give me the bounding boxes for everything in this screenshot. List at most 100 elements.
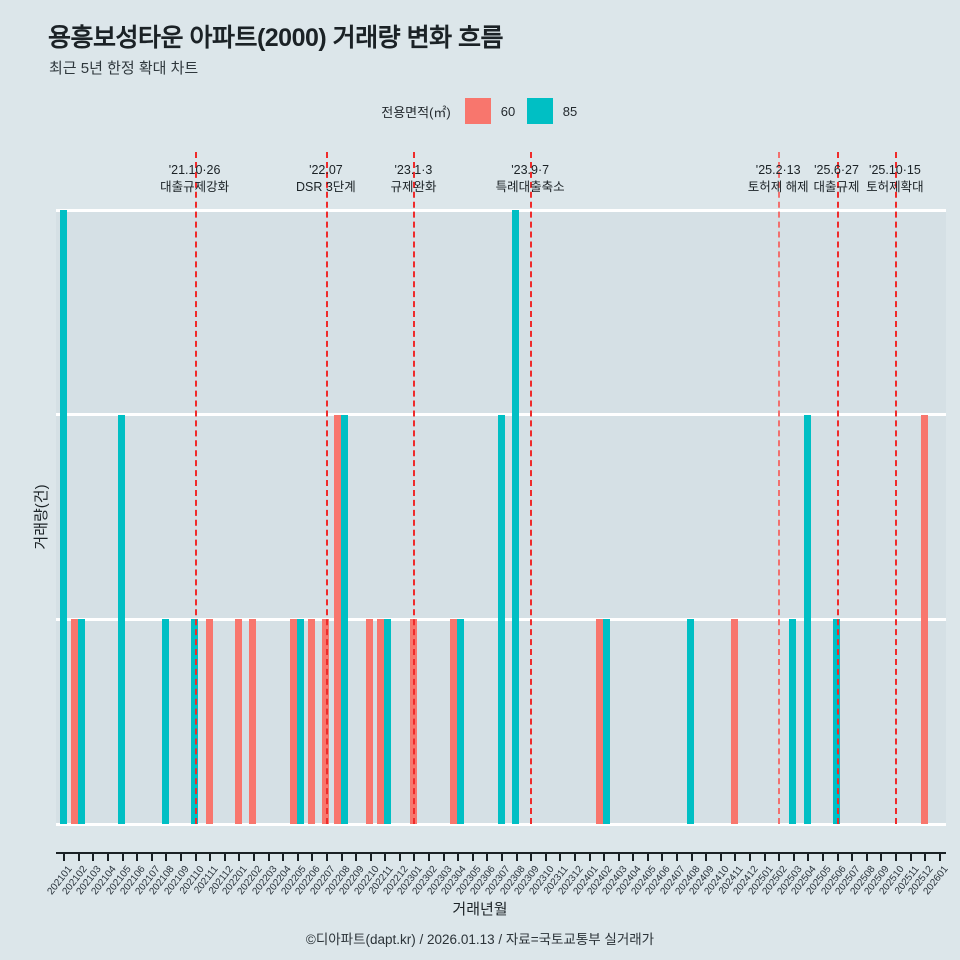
x-tick <box>413 852 416 861</box>
bar-60-202206 <box>307 619 315 824</box>
annotation-date: '21.10·26 <box>168 163 221 177</box>
x-axis-label: 거래년월 <box>452 901 508 918</box>
bar-85-202211 <box>384 619 392 824</box>
bar-85-202108 <box>161 619 169 824</box>
x-tick <box>894 852 897 861</box>
bar-85-202101 <box>59 210 67 824</box>
gridline <box>56 822 946 826</box>
x-tick <box>136 852 139 861</box>
annotation-line-202309 <box>530 152 533 824</box>
bar-60-202210 <box>366 619 374 824</box>
x-tick <box>194 852 197 861</box>
bar-85-202102 <box>77 619 85 824</box>
x-tick <box>209 852 212 861</box>
legend-swatch-60 <box>464 98 491 124</box>
x-tick <box>676 852 679 861</box>
page-title: 용흥보성타운 아파트(2000) 거래량 변화 흐름 <box>48 24 504 52</box>
annotation-label-202110: '21.10·26 대출규제강화 <box>160 162 229 196</box>
annotation-note: 규제완화 <box>390 180 437 194</box>
bar-85-202205 <box>296 619 304 824</box>
legend-label-85: 85 <box>562 103 578 119</box>
bar-60-202102 <box>70 619 78 824</box>
annotation-label-202510: '25.10·15 토허제확대 <box>866 162 924 196</box>
bar-60-202201 <box>234 619 242 824</box>
x-tick <box>792 852 795 861</box>
x-tick <box>165 852 168 861</box>
bar-60-202211 <box>377 619 385 824</box>
x-tick <box>559 852 562 861</box>
x-tick <box>617 852 620 861</box>
annotation-line-202301 <box>413 152 416 824</box>
x-tick <box>603 852 606 861</box>
legend-label-60: 60 <box>500 103 516 119</box>
annotation-label-202309: '23.9·7 특례대출축소 <box>496 162 565 196</box>
y-axis-label: 거래량(건) <box>33 484 51 550</box>
x-tick <box>661 852 664 861</box>
footer-credit: ©디아파트(dapt.kr) / 2026.01.13 / 자료=국토교통부 실… <box>305 932 655 947</box>
x-tick <box>749 852 752 861</box>
x-tick <box>646 852 649 861</box>
x-tick <box>223 852 226 861</box>
x-tick <box>340 852 343 861</box>
bar-85-202402 <box>603 619 611 824</box>
annotation-note: 대출규제강화 <box>160 180 230 194</box>
annotation-date: '23.1·3 <box>394 163 433 177</box>
x-tick <box>924 852 927 861</box>
annotation-note: 특례대출축소 <box>495 180 565 194</box>
x-tick <box>719 852 722 861</box>
x-tick <box>807 852 810 861</box>
x-tick <box>77 852 80 861</box>
x-tick <box>690 852 693 861</box>
bar-60-202111 <box>205 619 213 824</box>
bar-85-202504 <box>803 414 811 824</box>
bar-85-202208 <box>340 414 348 824</box>
legend-swatch-85 <box>526 98 553 124</box>
x-tick <box>150 852 153 861</box>
x-tick <box>836 852 839 861</box>
legend-title: 전용면적(㎡) <box>381 104 451 120</box>
annotation-note: 토허제확대 <box>866 180 924 194</box>
x-tick <box>938 852 941 861</box>
x-tick <box>398 852 401 861</box>
bar-85-202307 <box>497 414 505 824</box>
x-tick <box>763 852 766 861</box>
annotation-date: '25.6·27 <box>814 163 859 177</box>
x-tick <box>296 852 299 861</box>
x-tick <box>515 852 518 861</box>
x-tick <box>180 852 183 861</box>
x-tick <box>705 852 708 861</box>
annotation-line-202506 <box>836 152 839 824</box>
annotation-line-202502 <box>778 152 781 824</box>
x-tick <box>501 852 503 861</box>
annotation-date: '23.9·7 <box>511 163 550 177</box>
x-tick <box>121 852 124 861</box>
x-tick <box>369 852 372 861</box>
x-tick <box>282 852 285 861</box>
x-tick <box>471 852 474 861</box>
bar-85-202105 <box>118 414 126 824</box>
x-tick <box>865 852 868 861</box>
bar-60-202208 <box>333 414 341 824</box>
annotation-date: '22.07 <box>309 163 343 177</box>
x-tick <box>880 852 883 861</box>
x-tick <box>325 852 328 861</box>
bar-85-202408 <box>687 619 695 824</box>
bar-60-202402 <box>596 619 604 824</box>
annotation-label-202506: '25.6·27 대출규제 <box>814 162 860 196</box>
bar-85-202503 <box>789 619 797 824</box>
x-tick <box>778 852 781 861</box>
x-tick <box>486 852 489 861</box>
gridline <box>56 413 946 417</box>
annotation-note: 대출규제 <box>813 180 860 194</box>
bar-60-202304 <box>450 619 458 824</box>
x-tick <box>252 852 255 861</box>
x-tick <box>573 852 576 861</box>
x-tick <box>92 852 95 861</box>
x-tick <box>544 852 547 861</box>
x-tick <box>909 852 912 861</box>
x-tick <box>734 852 737 861</box>
bar-60-202512 <box>920 414 928 824</box>
x-tick <box>267 852 270 861</box>
x-tick <box>588 852 591 861</box>
annotation-note: DSR 3단계 <box>295 180 356 194</box>
